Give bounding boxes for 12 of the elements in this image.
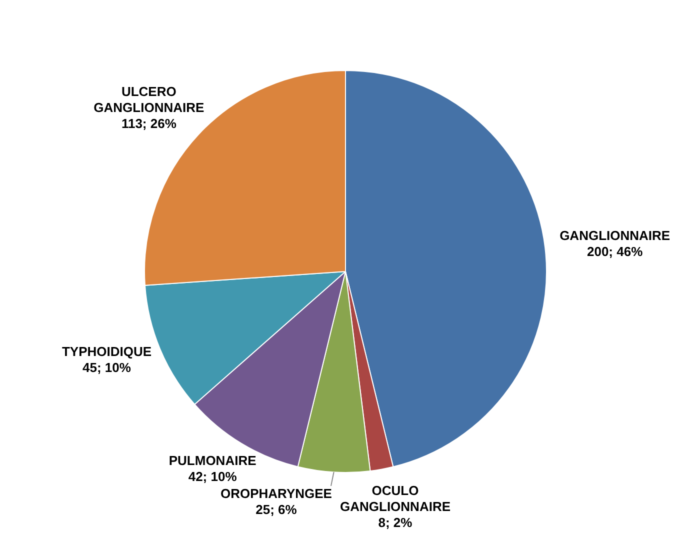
data-label: 113; 26%	[121, 116, 176, 132]
slice-label: ULCERO GANGLIONNAIRE	[94, 84, 204, 116]
slice-label: OROPHARYNGEE	[220, 486, 332, 502]
data-label: 200; 46%	[586, 244, 643, 259]
slice-label: GANGLIONNAIRE	[560, 228, 670, 243]
data-label: 25; 6%	[256, 502, 297, 518]
slice-label: PULMONAIRE	[168, 453, 256, 468]
data-label: 8; 2%	[378, 514, 412, 530]
data-label: 45; 10%	[82, 360, 131, 376]
slice-label: TYPHOIDIQUE	[62, 344, 152, 360]
data-label: 42; 10%	[188, 469, 237, 484]
slice-label: OCULO GANGLIONNAIRE	[340, 482, 450, 514]
